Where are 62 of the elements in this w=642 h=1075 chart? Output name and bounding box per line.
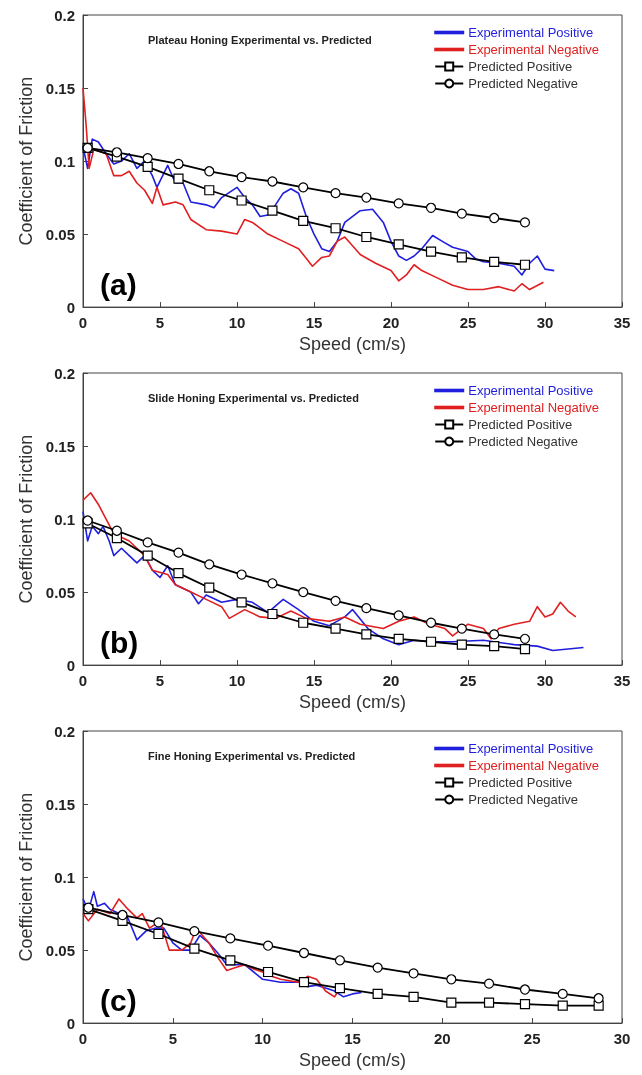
y-tick-label: 0.15 <box>45 795 75 813</box>
annotation: (c) <box>100 983 137 1017</box>
legend-label: Experimental Positive <box>468 25 594 40</box>
text: Fine Honing Experimental vs. Predicted <box>148 749 356 762</box>
x-tick-label: 30 <box>536 672 554 690</box>
x-tick-label: 25 <box>459 314 477 332</box>
y-tick-label: 0.05 <box>45 225 75 243</box>
x-tick-label: 25 <box>459 672 477 690</box>
x-tick-label: 35 <box>613 672 631 690</box>
x-tick-label: 35 <box>613 314 631 332</box>
legend-label: Predicted Negative <box>468 792 579 807</box>
y-tick-label: 0.05 <box>45 583 75 601</box>
x-axis-title: Speed (cm/s) <box>298 334 407 354</box>
y-tick-label: 0.15 <box>45 437 75 455</box>
x-tick-label: 30 <box>536 314 554 332</box>
legend-label: Experimental Negative <box>468 758 600 773</box>
x-tick-label: 10 <box>254 1030 272 1048</box>
legend-label: Predicted Positive <box>468 775 573 790</box>
x-tick-label: 20 <box>382 672 400 690</box>
y-tick-label: 0 <box>66 298 75 316</box>
legend-label: Experimental Negative <box>468 400 600 415</box>
y-tick-label: 0.15 <box>45 79 75 97</box>
x-tick-label: 0 <box>78 1030 88 1048</box>
x-tick-label: 10 <box>228 672 246 690</box>
x-tick-label: 20 <box>382 314 400 332</box>
y-tick-label: 0.05 <box>45 941 75 959</box>
x-tick-label: 5 <box>155 672 165 690</box>
legend-label: Predicted Positive <box>468 417 573 432</box>
x-tick-label: 5 <box>155 314 165 332</box>
x-tick-label: 15 <box>305 672 323 690</box>
annotation: (b) <box>100 625 139 659</box>
x-tick-label: 5 <box>168 1030 178 1048</box>
legend-label: Predicted Negative <box>468 76 579 91</box>
y-axis-title: Coefficient of Friction <box>15 76 36 246</box>
y-axis-title: Coefficient of Friction <box>15 792 36 962</box>
x-tick-label: 25 <box>523 1030 541 1048</box>
y-tick-label: 0.2 <box>54 722 75 740</box>
y-tick-label: 0 <box>66 656 75 674</box>
legend-label: Predicted Negative <box>468 434 579 449</box>
x-tick-label: 0 <box>78 672 88 690</box>
legend-label: Predicted Positive <box>468 59 573 74</box>
legend-label: Experimental Negative <box>468 42 600 57</box>
y-tick-label: 0.2 <box>54 364 75 382</box>
x-tick-label: 10 <box>228 314 246 332</box>
x-tick-label: 0 <box>78 314 88 332</box>
y-axis-title: Coefficient of Friction <box>15 434 36 604</box>
legend-label: Experimental Positive <box>468 383 594 398</box>
y-tick-label: 0.1 <box>54 868 75 886</box>
y-tick-label: 0.1 <box>54 152 75 170</box>
y-tick-label: 0.1 <box>54 510 75 528</box>
legend-label: Experimental Positive <box>468 741 594 756</box>
x-tick-label: 30 <box>613 1030 631 1048</box>
x-tick-label: 20 <box>433 1030 451 1048</box>
x-axis-title: Speed (cm/s) <box>298 1050 407 1070</box>
x-axis-title: Speed (cm/s) <box>298 692 407 712</box>
text: Plateau Honing Experimental vs. Predicted <box>148 33 372 46</box>
annotation: (a) <box>100 267 137 301</box>
y-tick-label: 0 <box>66 1014 75 1032</box>
x-tick-label: 15 <box>344 1030 361 1048</box>
x-tick-label: 15 <box>305 314 323 332</box>
y-tick-label: 0.2 <box>54 6 75 24</box>
text: Slide Honing Experimental vs. Predicted <box>148 391 359 404</box>
